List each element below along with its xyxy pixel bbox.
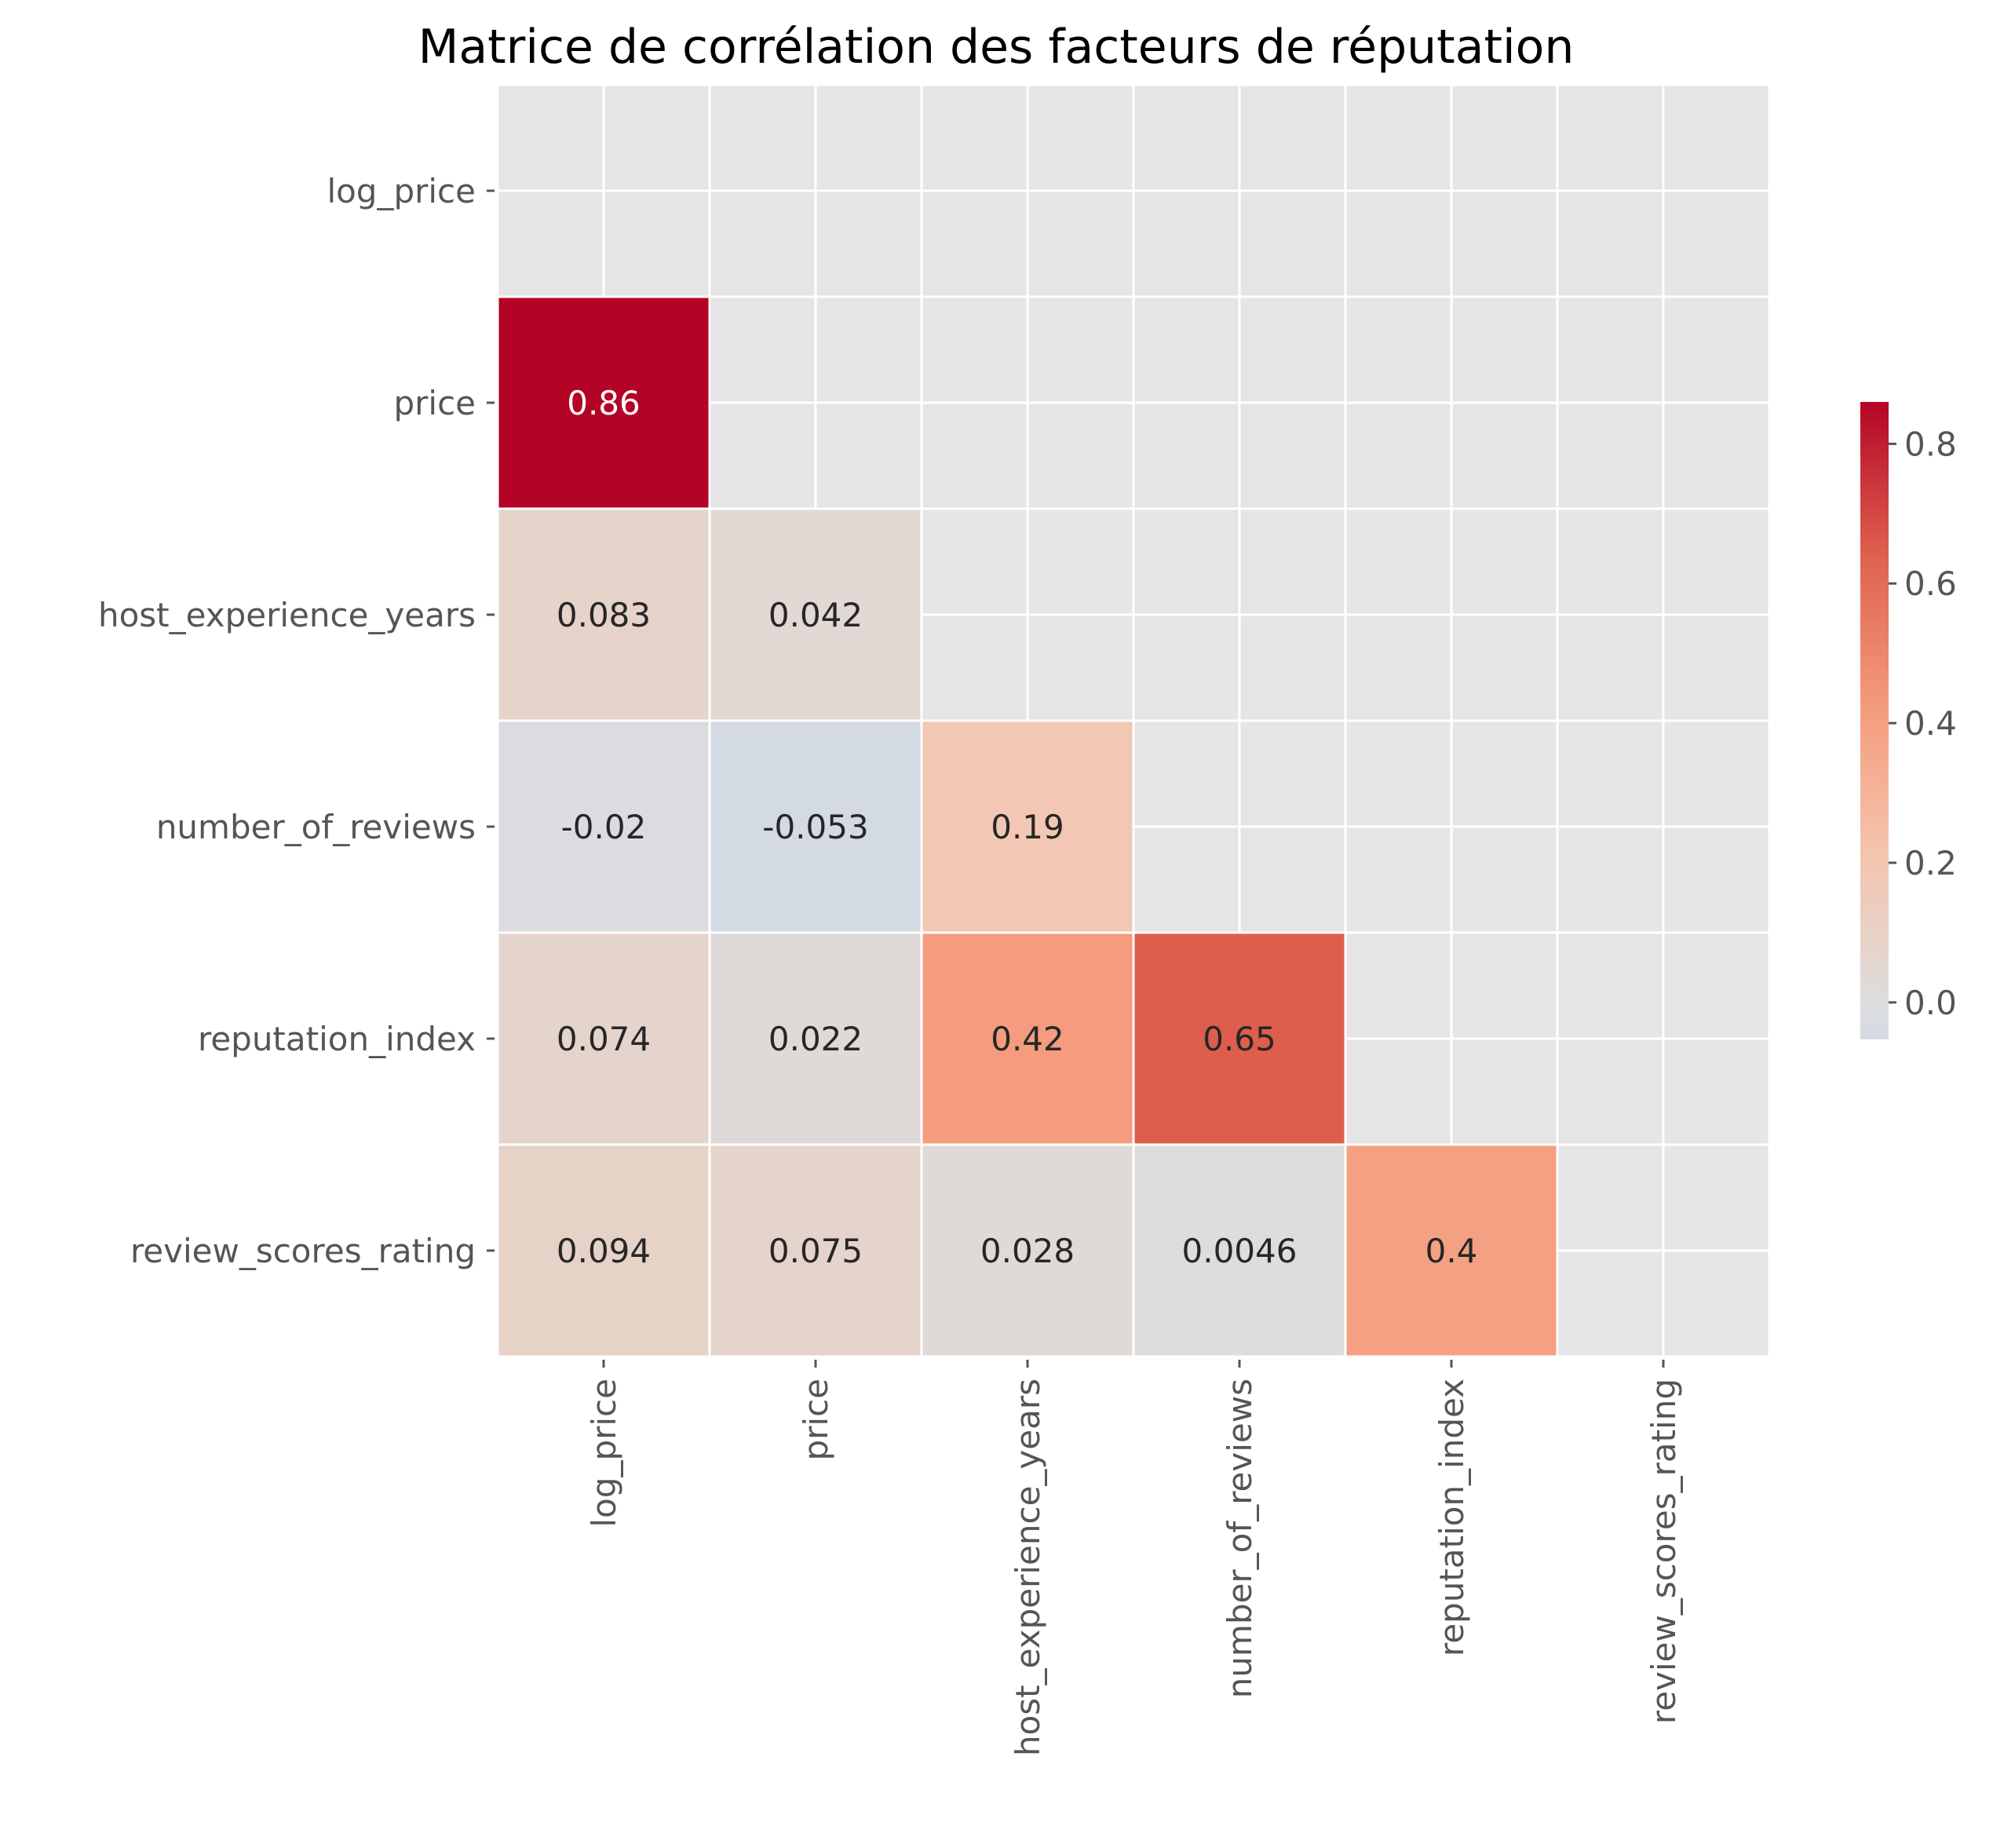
heatmap-cells: 0.86 0.083 0.042 -0.02 -0.053 0.19 0.074 0.022 0… xyxy=(496,295,1559,1358)
colorbar-tick-label: 0.2 xyxy=(1904,844,1957,882)
heatmap-cell xyxy=(1344,1143,1559,1358)
x-tick-label: host_experience_years xyxy=(1009,1379,1047,1756)
y-tick-label: number_of_reviews xyxy=(156,808,476,846)
colorbar-tick-label: 0.6 xyxy=(1904,564,1957,603)
cell-value-label: 0.083 xyxy=(557,596,651,634)
heatmap-cell xyxy=(496,295,711,510)
heatmap-cell xyxy=(708,507,923,722)
colorbar-tick-label: 0.0 xyxy=(1904,984,1957,1022)
heatmap-cell xyxy=(496,507,711,722)
cell-value-label: 0.4 xyxy=(1425,1232,1478,1270)
cell-value-label: 0.022 xyxy=(768,1020,863,1058)
heatmap-cell xyxy=(496,1143,711,1358)
heatmap-cell xyxy=(920,1143,1135,1358)
cell-value-label: 0.074 xyxy=(557,1020,651,1058)
x-tick-label: review_scores_rating xyxy=(1644,1379,1683,1724)
heatmap-cell xyxy=(1132,931,1347,1146)
y-tick-label: log_price xyxy=(327,172,476,210)
colorbar-tick-label: 0.4 xyxy=(1904,704,1957,743)
cell-value-label: 0.094 xyxy=(557,1232,651,1270)
heatmap-cell xyxy=(708,1143,923,1358)
y-tick-label: reputation_index xyxy=(198,1020,476,1058)
cell-value-label: -0.02 xyxy=(561,808,647,846)
colorbar-tick-label: 0.8 xyxy=(1904,425,1957,463)
y-tick-label: host_experience_years xyxy=(98,596,476,634)
heatmap-cell xyxy=(920,719,1135,934)
cell-value-label: 0.0046 xyxy=(1182,1232,1298,1270)
plot-area: 0.86 0.083 0.042 -0.02 -0.053 0.19 0.074 0.022 0… xyxy=(496,83,1771,1358)
cell-value-label: 0.86 xyxy=(567,384,641,422)
x-tick-labels: log_price price host_experience_years numbe… xyxy=(585,1360,1683,1756)
cell-value-label: 0.028 xyxy=(980,1232,1075,1270)
cell-value-label: 0.65 xyxy=(1203,1020,1276,1058)
cell-value-label: 0.075 xyxy=(768,1232,863,1270)
colorbar: 0.0 0.2 0.4 0.6 0.8 xyxy=(1860,402,1957,1039)
heatmap-cell xyxy=(708,719,923,934)
heatmap-cell xyxy=(1132,1143,1347,1358)
heatmap-cell xyxy=(496,931,711,1146)
y-tick-label: price xyxy=(393,384,476,422)
heatmap-cell xyxy=(708,931,923,1146)
x-tick-label: reputation_index xyxy=(1433,1379,1471,1656)
x-tick-label: log_price xyxy=(585,1379,623,1528)
heatmap-cell xyxy=(496,719,711,934)
colorbar-gradient xyxy=(1860,402,1889,1039)
cell-value-label: 0.042 xyxy=(768,596,863,634)
cell-value-label: 0.19 xyxy=(991,808,1064,846)
x-tick-label: price xyxy=(797,1379,835,1461)
y-tick-label: review_scores_rating xyxy=(130,1232,476,1270)
cell-value-label: -0.053 xyxy=(762,808,868,846)
cell-value-label: 0.42 xyxy=(991,1020,1064,1058)
x-tick-label: number_of_reviews xyxy=(1221,1379,1259,1698)
chart-title: Matrice de corrélation des facteurs de r… xyxy=(418,20,1575,75)
